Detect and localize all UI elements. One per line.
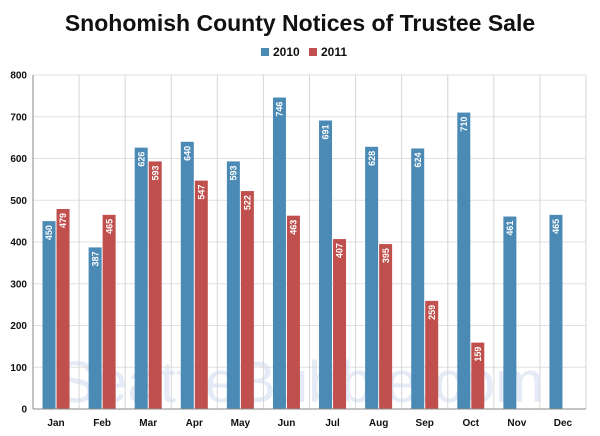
- data-label: 259: [427, 305, 437, 320]
- bar-2010-May: [226, 161, 240, 409]
- data-label: 450: [44, 225, 54, 240]
- bar-2010-Feb: [88, 247, 102, 409]
- bar-2010-Nov: [503, 216, 517, 409]
- bar-2010-Aug: [365, 146, 379, 409]
- bar-2011-Feb: [102, 214, 116, 409]
- chart-title: Snohomish County Notices of Trustee Sale: [65, 10, 535, 36]
- data-label: 461: [505, 221, 515, 236]
- y-tick-label: 300: [10, 279, 27, 290]
- bar-2011-Mar: [148, 161, 162, 409]
- data-label: 624: [413, 152, 423, 167]
- x-tick-label: May: [231, 418, 251, 429]
- data-label: 547: [196, 185, 206, 200]
- data-label: 746: [275, 102, 285, 117]
- data-label: 463: [289, 220, 299, 235]
- legend-swatch: [309, 48, 317, 56]
- data-labels: 450 479 387 465 626 593 640 547 593 522 746 463 691 4…: [44, 102, 561, 362]
- x-tick-label: Dec: [554, 418, 573, 429]
- bar-2010-Jul: [319, 120, 333, 409]
- legend-label: 2010: [273, 45, 300, 59]
- x-tick-label: Jul: [325, 418, 340, 429]
- watermark: SeattleBubble.com: [57, 350, 544, 415]
- data-label: 159: [473, 347, 483, 362]
- data-label: 465: [104, 219, 114, 234]
- bar-2011-May: [240, 191, 254, 409]
- bar-2011-Oct: [471, 342, 485, 409]
- y-tick-label: 200: [10, 321, 27, 332]
- x-tick-label: Nov: [507, 418, 526, 429]
- x-tick-label: Mar: [139, 418, 157, 429]
- x-tick-label: Jun: [278, 418, 296, 429]
- bar-2010-Mar: [134, 147, 148, 409]
- legend-swatch: [261, 48, 269, 56]
- data-label: 395: [381, 248, 391, 263]
- bar-2010-Oct: [457, 112, 471, 409]
- bar-2011-Apr: [194, 180, 208, 409]
- legend: 2010 2011: [261, 45, 347, 59]
- bars: [42, 97, 563, 410]
- y-tick-label: 500: [10, 196, 27, 207]
- x-tick-label: Sep: [416, 418, 434, 429]
- bar-2010-Sep: [411, 148, 425, 410]
- y-tick-label: 100: [10, 363, 27, 374]
- legend-label: 2011: [321, 45, 347, 59]
- x-tick-label: Feb: [93, 418, 111, 429]
- data-label: 465: [551, 219, 561, 234]
- data-label: 479: [58, 213, 68, 228]
- data-label: 387: [90, 251, 100, 266]
- y-tick-label: 800: [10, 71, 27, 82]
- data-label: 640: [182, 146, 192, 161]
- y-tick-label: 700: [10, 112, 27, 123]
- data-label: 710: [459, 117, 469, 132]
- bar-2011-Jan: [56, 209, 70, 409]
- bar-2010-Jun: [272, 97, 286, 410]
- data-label: 593: [229, 165, 239, 180]
- bar-2011-Aug: [379, 244, 393, 409]
- bar-2010-Apr: [180, 141, 194, 410]
- x-tick-label: Aug: [369, 418, 388, 429]
- x-tick-label: Jan: [47, 418, 64, 429]
- bar-2011-Jul: [333, 239, 347, 409]
- data-label: 522: [243, 195, 253, 210]
- x-tick-label: Apr: [186, 418, 203, 429]
- y-tick-label: 0: [21, 405, 27, 416]
- data-label: 407: [335, 243, 345, 258]
- y-tick-label: 400: [10, 238, 27, 249]
- data-label: 691: [321, 125, 331, 140]
- axes: 0 100 200 300 400 500 600 700 800 Jan Feb Mar Apr May…: [10, 71, 586, 429]
- x-tick-label: Oct: [462, 418, 479, 429]
- data-label: 626: [136, 152, 146, 167]
- gridlines: [32, 74, 587, 409]
- bar-2011-Sep: [425, 300, 439, 409]
- data-label: 628: [367, 151, 377, 166]
- bar-2011-Jun: [286, 215, 300, 409]
- data-label: 593: [150, 165, 160, 180]
- bar-2010-Dec: [549, 214, 563, 409]
- bar-2010-Jan: [42, 221, 56, 409]
- y-tick-label: 600: [10, 154, 27, 165]
